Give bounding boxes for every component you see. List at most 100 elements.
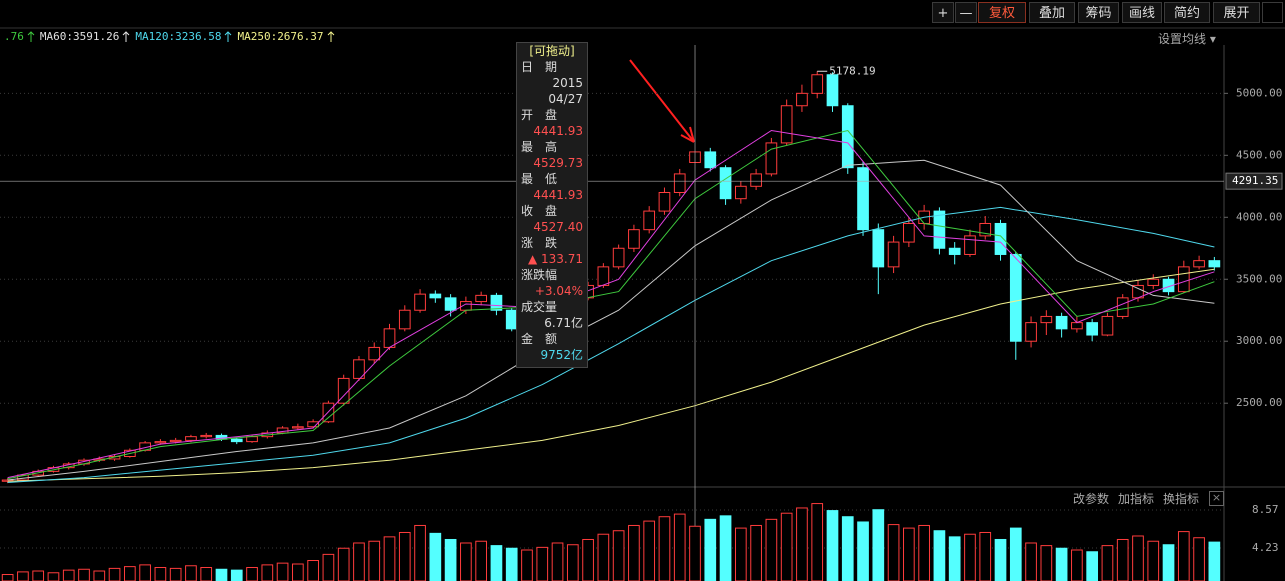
- volume-bar: [857, 521, 869, 581]
- volume-bar: [841, 516, 854, 581]
- volume-bar: [337, 547, 350, 581]
- volume-bar: [398, 531, 411, 581]
- fullscreen-button[interactable]: [1262, 2, 1283, 23]
- volume-bar: [139, 564, 151, 581]
- tooltip-label: 金 额: [521, 332, 558, 346]
- volume-bar: [47, 572, 60, 581]
- toolbar-button[interactable]: 叠加: [1029, 2, 1075, 23]
- tooltip-label: 成交量: [521, 300, 558, 314]
- volume-bar: [1116, 538, 1129, 581]
- tooltip-value: ▲ 133.71: [527, 252, 583, 266]
- peak-label: 5178.19: [829, 64, 875, 77]
- candle-body: [1147, 278, 1160, 286]
- volume-bar: [719, 515, 732, 581]
- volume-bar: [17, 571, 29, 581]
- volume-tick-label: 4.23: [1252, 541, 1279, 554]
- candle-body: [1193, 260, 1205, 268]
- ma-arrow: [27, 31, 35, 42]
- candle-body: [1086, 322, 1099, 336]
- ma-line: [7, 129, 1215, 479]
- volume-bar: [32, 570, 45, 581]
- volume-bar: [307, 560, 319, 581]
- candle-body: [185, 436, 197, 441]
- candle-body: [353, 359, 365, 379]
- volume-bar: [597, 533, 610, 581]
- volume-menu-item[interactable]: 换指标: [1163, 492, 1200, 506]
- candle-body: [1009, 253, 1022, 342]
- volume-bar: [200, 567, 213, 581]
- y-tick-label: 4500.00: [1236, 148, 1282, 161]
- candle-body: [307, 421, 319, 428]
- ma-label: MA60:3591.26: [40, 30, 130, 43]
- candle-body: [612, 247, 625, 268]
- volume-bar: [887, 524, 900, 581]
- ma-line: [7, 268, 1215, 482]
- tooltip-value: 2015: [552, 76, 583, 90]
- candle-body: [1101, 315, 1114, 336]
- tooltip-value: 9752亿: [540, 348, 583, 362]
- toolbar-button[interactable]: 筹码: [1078, 2, 1119, 23]
- ma-line: [7, 129, 1215, 480]
- volume-bar: [154, 567, 167, 581]
- toolbar-button[interactable]: 复权: [978, 2, 1026, 23]
- volume-menu-item[interactable]: 加指标: [1118, 492, 1155, 506]
- volume-bar: [261, 564, 274, 581]
- tooltip-label: 涨 跌: [521, 236, 558, 250]
- candle-body: [1071, 322, 1083, 330]
- volume-bar: [780, 512, 793, 581]
- volume-tick-label: 8.57: [1252, 503, 1279, 516]
- volume-bar: [276, 562, 289, 581]
- volume-bar: [811, 503, 824, 581]
- volume-bar: [521, 549, 533, 581]
- ma-label: .76: [4, 30, 35, 43]
- tooltip-label: 收 盘: [521, 204, 558, 218]
- tooltip-value: 04/27: [548, 92, 583, 106]
- candle-body: [979, 222, 992, 237]
- volume-bar: [1086, 551, 1099, 581]
- candle-body: [230, 438, 243, 443]
- volume-bar: [872, 509, 885, 581]
- volume-bar: [1040, 545, 1053, 581]
- y-tick-label: 3500.00: [1236, 272, 1282, 285]
- volume-bar: [460, 542, 472, 581]
- crosshair-label: 4291.35: [1232, 174, 1278, 187]
- tooltip-value: +3.04%: [534, 284, 583, 298]
- settings-link[interactable]: 设置均线 ▾: [1158, 32, 1216, 46]
- candle-body: [933, 210, 946, 249]
- candle-body: [796, 92, 808, 107]
- volume-bar: [368, 540, 381, 581]
- tooltip-value: 4527.40: [533, 220, 583, 234]
- volume-bar: [1055, 547, 1068, 581]
- volume-bar: [93, 570, 106, 581]
- volume-bar: [933, 530, 946, 581]
- volume-bar: [1208, 541, 1221, 581]
- ma-legend: .76 MA60:3591.26 MA120:3236.58 MA250:2676.3…: [4, 30, 340, 43]
- toolbar-button[interactable]: 简约: [1164, 2, 1210, 23]
- candle-body: [704, 151, 717, 169]
- ma-arrow: [327, 31, 334, 42]
- volume-bar: [414, 524, 426, 581]
- data-tooltip[interactable]: [可拖动] 日 期 2015 04/27 开 盘 4441.93 最 高 4529.73 最 …: [516, 42, 588, 368]
- volume-bar: [658, 516, 671, 581]
- tooltip-value: 4441.93: [533, 124, 583, 138]
- toolbar-button[interactable]: —: [955, 2, 977, 23]
- volume-bar: [78, 568, 90, 581]
- candle-body: [1025, 322, 1037, 342]
- volume-bar: [185, 565, 197, 581]
- candle-body: [719, 167, 732, 200]
- close-panel-button[interactable]: ×: [1209, 491, 1224, 506]
- toolbar-button[interactable]: +: [932, 2, 954, 23]
- volume-bar: [1132, 535, 1144, 581]
- tooltip-label: 最 高: [521, 140, 558, 154]
- toolbar-button[interactable]: 画线: [1122, 2, 1162, 23]
- volume-bar: [628, 524, 640, 581]
- annotation-arrow: [629, 59, 695, 143]
- toolbar-button[interactable]: 展开: [1213, 2, 1260, 23]
- volume-menu-item[interactable]: 改参数: [1073, 492, 1110, 506]
- tooltip-value: 4529.73: [533, 156, 583, 170]
- volume-bar: [215, 568, 228, 581]
- volume-bar: [1071, 549, 1083, 581]
- candle-body: [994, 222, 1007, 255]
- candle-body: [1055, 315, 1068, 330]
